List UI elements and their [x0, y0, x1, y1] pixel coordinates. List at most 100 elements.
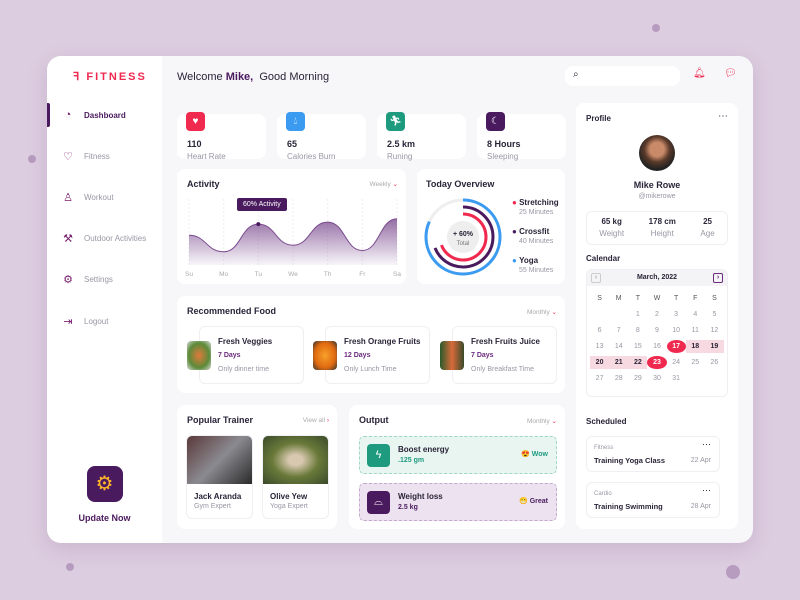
more-icon[interactable]: ⋯: [702, 439, 711, 449]
calendar-day[interactable]: 20: [590, 356, 610, 369]
calendar-day[interactable]: 28: [614, 375, 623, 382]
food-days: 7 Days: [218, 352, 241, 359]
output-card: Output Monthly ⌄ ϟ Boost energy .125 gm 😍 W…: [349, 405, 565, 529]
calendar-day[interactable]: 5: [712, 311, 717, 318]
more-icon[interactable]: ⋯: [718, 111, 728, 122]
workout-icon: ♙: [63, 191, 73, 204]
sidebar-item-logout[interactable]: ⇥ Logout: [47, 309, 162, 333]
calendar-day[interactable]: 18: [685, 340, 705, 353]
calendar-day[interactable]: 11: [691, 327, 699, 334]
view-all-link[interactable]: View all ›: [303, 417, 329, 424]
bell-icon[interactable]: 🔔︎: [693, 68, 706, 79]
stat-label: Runing: [387, 152, 413, 161]
calendar-day[interactable]: 24: [672, 359, 681, 366]
trainer-card[interactable]: Jack Aranda Gym Expert: [186, 435, 253, 519]
crossfit-ring: [431, 205, 495, 269]
calendar-day[interactable]: 26: [710, 359, 719, 366]
nav-label: Dashboard: [84, 110, 126, 120]
food-item[interactable]: Fresh Fruits Juice 7 Days Only Breakfast T…: [440, 326, 557, 384]
sidebar-item-fitness[interactable]: ♡ Fitness: [47, 144, 162, 168]
food-item[interactable]: Fresh Veggies 7 Days Only dinner time: [187, 326, 304, 384]
food-name: Fresh Fruits Juice: [471, 337, 540, 346]
sidebar-item-dashboard[interactable]: ◔ Dashboard: [47, 103, 162, 127]
sidebar-item-workout[interactable]: ♙ Workout: [47, 185, 162, 209]
weight-stat: 65 kg Weight: [599, 217, 624, 244]
scheduled-item[interactable]: Fitness ⋯ Training Yoga Class 22 Apr: [586, 436, 720, 472]
trainer-role: Gym Expert: [194, 503, 231, 510]
calendar-day[interactable]: 16: [653, 343, 661, 350]
output-filter[interactable]: Monthly ⌄: [527, 417, 557, 425]
overview-legend: ● Stretching 25 Minutes ● Crossfit 40 Minu…: [512, 198, 559, 276]
calendar-day[interactable]: 30: [653, 375, 661, 382]
weekday-label: T: [673, 295, 679, 302]
decor-dot: [652, 24, 660, 32]
scheduled-item[interactable]: Cardio ⋯ Training Swimming 28 Apr: [586, 482, 720, 518]
schedule-date: 28 Apr: [690, 503, 711, 510]
filter-label: Monthly: [526, 418, 550, 425]
calendar-day[interactable]: 12: [710, 327, 719, 334]
more-icon[interactable]: ⋯: [702, 485, 711, 495]
day-label: Th: [324, 271, 332, 278]
calendar-day[interactable]: 27: [595, 375, 604, 382]
search-input[interactable]: ⌕: [565, 66, 680, 86]
output-value: 2.5 kg: [398, 504, 418, 511]
day-label: Mo: [219, 271, 228, 278]
calendar-day[interactable]: 13: [595, 343, 604, 350]
logo: ꟻ FITNESS: [73, 70, 147, 83]
calendar-day[interactable]: 25: [691, 359, 700, 366]
profile-handle: @mikerowe: [638, 193, 676, 200]
legend-name: Crossfit: [519, 227, 550, 236]
calendar-day[interactable]: 6: [597, 327, 602, 334]
calendar-day[interactable]: 31: [672, 375, 681, 382]
update-label: Update Now: [78, 513, 131, 523]
calendar-day[interactable]: 7: [616, 327, 621, 334]
output-value: .125 gm: [398, 457, 425, 464]
schedule-name: Training Yoga Class: [594, 456, 665, 465]
overview-percent: + 60%: [452, 231, 474, 238]
output-status: Great: [529, 498, 548, 505]
calendar-day[interactable]: 3: [674, 311, 679, 318]
calendar-day[interactable]: 17: [666, 340, 686, 353]
legend-yoga: ● Yoga 55 Minutes: [512, 256, 559, 276]
calendar-day[interactable]: 10: [672, 327, 681, 334]
calendar-day[interactable]: 19: [704, 340, 724, 353]
sidebar-item-settings[interactable]: ⚙ Settings: [47, 267, 162, 291]
schedule-name: Training Swimming: [594, 502, 663, 511]
trainer-card[interactable]: Olive Yew Yoga Expert: [262, 435, 329, 519]
stat-value: 65 kg: [601, 217, 622, 226]
food-item[interactable]: Fresh Orange Fruits 12 Days Only Lunch Tim…: [313, 326, 430, 384]
runner-icon: 🏃︎: [386, 112, 405, 131]
calendar-day[interactable]: 1: [635, 311, 640, 318]
prev-month-button[interactable]: ‹: [591, 273, 601, 283]
legend-time: 25 Minutes: [519, 209, 554, 216]
calendar-day[interactable]: 2: [655, 311, 659, 318]
sidebar-item-outdoor[interactable]: ⚒ Outdoor Activities: [47, 226, 162, 250]
weekday-label: S: [597, 295, 602, 302]
calendar-day[interactable]: 29: [633, 375, 642, 382]
activity-point[interactable]: [256, 222, 261, 227]
decor-dot: [66, 563, 74, 571]
update-now-button[interactable]: ⚙ Update Now: [67, 466, 142, 526]
chat-icon[interactable]: 💬︎: [724, 68, 737, 79]
calendar-day[interactable]: 23: [647, 356, 667, 369]
food-days: 12 Days: [344, 352, 371, 359]
filter-label: Monthly: [526, 309, 550, 316]
calendar-day[interactable]: 15: [633, 343, 642, 350]
nav-label: Logout: [84, 316, 109, 326]
legend-crossfit: ● Crossfit 40 Minutes: [512, 227, 559, 247]
legend-time: 55 Minutes: [519, 267, 554, 274]
user-name: Mike,: [225, 71, 254, 83]
food-time: Only Breakfast Time: [471, 366, 535, 373]
food-time: Only Lunch Time: [344, 366, 397, 373]
food-filter[interactable]: Monthly ⌄: [527, 308, 557, 316]
calendar-day[interactable]: 22: [628, 356, 648, 369]
next-month-button[interactable]: ›: [713, 273, 723, 283]
calendar-day[interactable]: 14: [614, 343, 623, 350]
activity-filter[interactable]: Weekly ⌄: [370, 180, 398, 188]
calendar-day[interactable]: 8: [635, 327, 640, 334]
today-overview-card: Today Overview + 60% Total ● Stretching 2…: [417, 169, 565, 284]
calendar-day[interactable]: 4: [693, 311, 698, 318]
calendar-day[interactable]: 21: [609, 356, 629, 369]
calendar-day[interactable]: 9: [655, 327, 659, 334]
activity-line: [188, 218, 398, 253]
